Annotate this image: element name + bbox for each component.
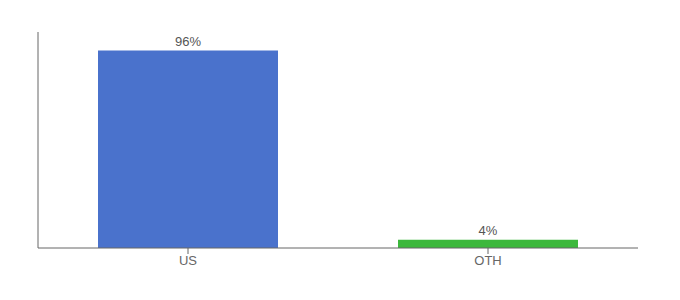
svg-text:OTH: OTH <box>474 253 501 268</box>
svg-text:4%: 4% <box>479 223 498 238</box>
svg-text:US: US <box>179 253 197 268</box>
svg-text:96%: 96% <box>175 34 201 49</box>
